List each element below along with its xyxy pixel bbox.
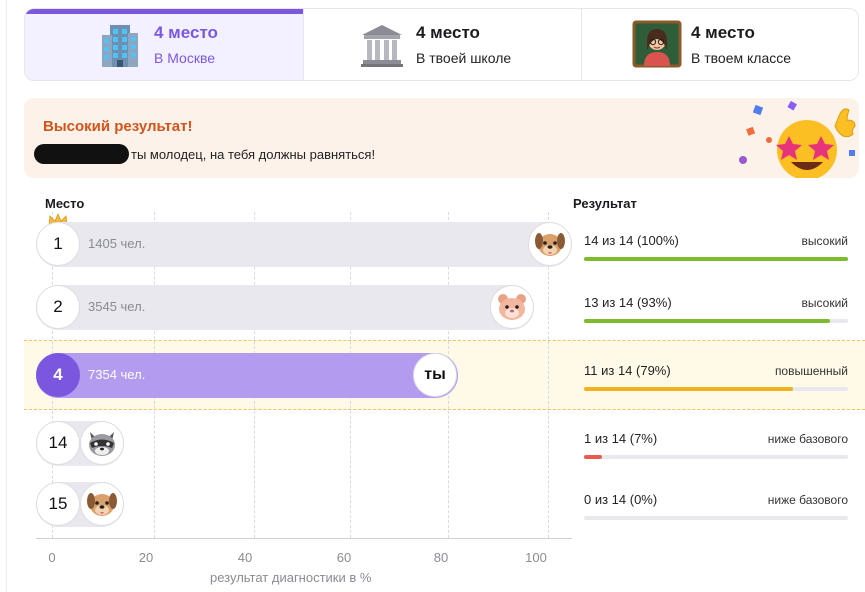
tab-school-title: 4 место	[416, 23, 480, 42]
people-count: 3545 чел.	[88, 299, 146, 314]
people-count: 1405 чел.	[88, 236, 146, 251]
dog-icon	[80, 482, 124, 526]
x-axis-tick: 20	[138, 550, 154, 565]
result-banner: Высокий результат! ты молодец, на тебя д…	[24, 98, 859, 178]
banner-title: Высокий результат!	[43, 118, 193, 135]
tab-school[interactable]: 4 место В твоей школе	[304, 9, 582, 80]
ranking-row-2: 2 3545 чел.	[36, 285, 572, 330]
result-level: высокий	[801, 234, 848, 248]
place-badge: 4	[36, 353, 80, 397]
teacher-icon	[629, 17, 685, 73]
result-progress-fill	[584, 387, 793, 391]
result-level: ниже базового	[767, 493, 848, 507]
you-avatar: ты	[413, 353, 457, 397]
result-score: 14 из 14 (100%)	[584, 233, 679, 248]
dog-icon	[528, 222, 572, 266]
result-level: повышенный	[774, 364, 848, 378]
result-progress-track	[584, 319, 848, 323]
result-bar	[36, 285, 534, 330]
place-badge: 15	[36, 482, 80, 526]
x-axis-tick: 60	[336, 550, 352, 565]
tab-class-title: 4 место	[691, 23, 755, 42]
result-level: ниже базового	[767, 432, 848, 446]
result-progress-track	[584, 516, 848, 520]
tab-moscow[interactable]: 4 место В Москве	[25, 9, 304, 80]
x-axis-tick: 80	[433, 550, 449, 565]
ranking-tabs: 4 место В Москве 4 место В твоей школе	[24, 8, 859, 81]
ranking-row-you: 4 7354 чел. ты	[36, 353, 572, 398]
x-axis-label: результат диагностики в %	[210, 570, 372, 585]
tab-moscow-subtitle: В Москве	[154, 50, 216, 66]
result-column-header: Результат	[573, 196, 637, 211]
result-score: 11 из 14 (79%)	[584, 363, 671, 378]
place-badge: 2	[36, 285, 80, 329]
raccoon-icon	[80, 421, 124, 465]
result-progress-fill	[584, 257, 848, 261]
result-progress-fill	[584, 319, 830, 323]
x-axis-line	[36, 538, 572, 539]
ranking-row-1: 1 1405 чел.	[36, 222, 572, 267]
left-divider	[6, 0, 7, 592]
result-progress-fill	[584, 455, 603, 459]
result-bar	[36, 222, 572, 267]
result-score: 13 из 14 (93%)	[584, 295, 672, 310]
tab-school-subtitle: В твоей школе	[416, 50, 512, 66]
hamster-icon	[490, 285, 534, 329]
tab-class[interactable]: 4 место В твоем классе	[582, 9, 858, 80]
banner-message-text: ты молодец, на тебя должны равняться!	[131, 146, 376, 162]
result-score: 1 из 14 (7%)	[584, 431, 658, 446]
ranking-row-15: 15	[36, 482, 572, 527]
tab-moscow-title: 4 место	[154, 23, 218, 42]
x-axis-tick: 100	[525, 550, 547, 565]
place-badge: 14	[36, 421, 80, 465]
place-badge: 1	[36, 222, 80, 266]
result-progress-track	[584, 387, 848, 391]
school-building-icon	[354, 17, 410, 73]
place-column-header: Место	[45, 196, 85, 211]
result-progress-track	[584, 455, 848, 459]
star-struck-emoji-icon	[739, 100, 856, 178]
x-axis-tick: 40	[237, 550, 253, 565]
result-level: высокий	[801, 296, 848, 310]
banner-message: ты молодец, на тебя должны равняться!	[34, 144, 375, 164]
redacted-name	[34, 144, 129, 164]
result-bar	[36, 353, 458, 398]
x-axis-tick: 0	[48, 550, 56, 565]
people-count: 7354 чел.	[88, 367, 146, 382]
grid-line	[548, 212, 549, 538]
result-progress-track	[584, 257, 848, 261]
result-score: 0 из 14 (0%)	[584, 492, 658, 507]
tab-class-subtitle: В твоем классе	[691, 50, 792, 66]
ranking-row-14: 14	[36, 421, 572, 466]
city-building-icon	[92, 17, 148, 73]
